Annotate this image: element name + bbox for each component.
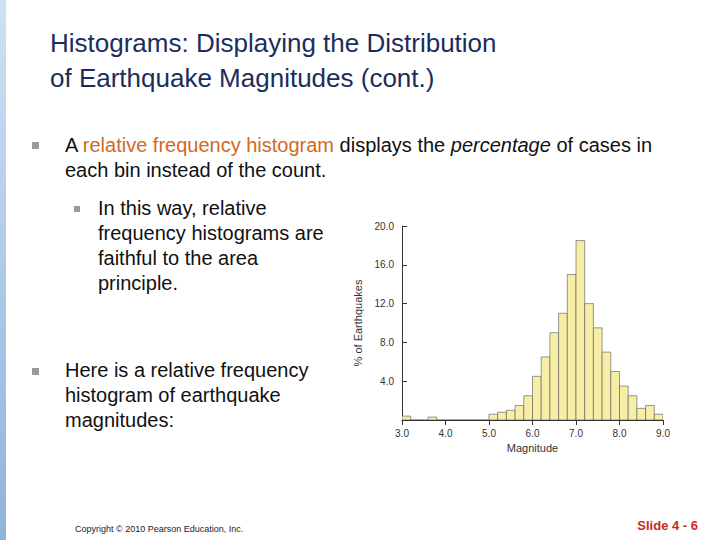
html-text:Slide 4 - 6: Slide 4 - 6 bbox=[637, 518, 698, 533]
svg-text:7.0: 7.0 bbox=[569, 428, 583, 439]
html-text:In this way, relative frequenc: In this way, relative frequency histogra… bbox=[98, 197, 324, 294]
svg-text:9.0: 9.0 bbox=[656, 428, 670, 439]
html-text:Copyright © 2010 Pearson Educa: Copyright © 2010 Pearson Education, Inc. bbox=[75, 524, 244, 534]
svg-text:6.0: 6.0 bbox=[526, 428, 540, 439]
svg-text:8.0: 8.0 bbox=[380, 337, 394, 348]
svg-text:4.0: 4.0 bbox=[439, 428, 453, 439]
html-text:Here is a relative frequency h: Here is a relative frequency histogram o… bbox=[65, 359, 309, 431]
svg-text:4.0: 4.0 bbox=[380, 376, 394, 387]
svg-text:Magnitude: Magnitude bbox=[507, 442, 558, 454]
svg-text:12.0: 12.0 bbox=[375, 298, 395, 309]
html-text:of Earthquake Magnitudes (cont: of Earthquake Magnitudes (cont.) bbox=[50, 63, 435, 93]
html-text:A relative frequency histogram: A relative frequency histogram displays … bbox=[65, 134, 652, 181]
svg-text:5.0: 5.0 bbox=[482, 428, 496, 439]
svg-text:% of Earthquakes: % of Earthquakes bbox=[352, 279, 364, 366]
svg-text:16.0: 16.0 bbox=[375, 259, 395, 270]
svg-text:3.0: 3.0 bbox=[395, 428, 409, 439]
html-text:Histograms: Displaying the Dis: Histograms: Displaying the Distribution bbox=[50, 28, 497, 58]
svg-text:20.0: 20.0 bbox=[375, 221, 395, 232]
svg-text:8.0: 8.0 bbox=[613, 428, 627, 439]
